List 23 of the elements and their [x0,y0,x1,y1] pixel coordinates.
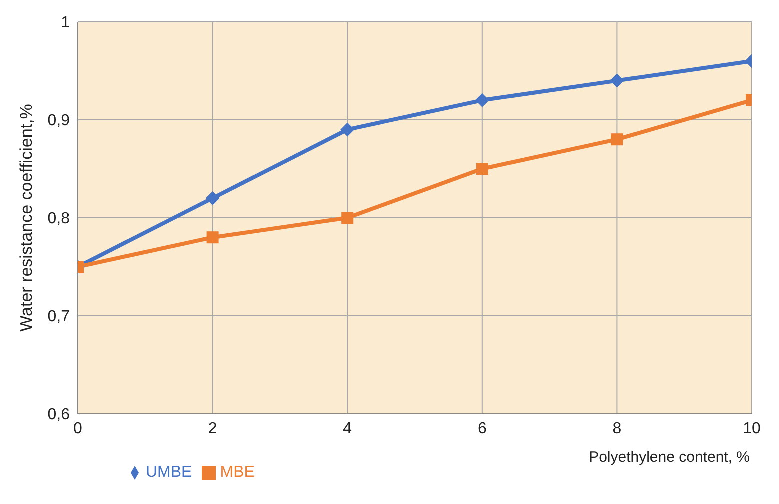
point [206,191,220,206]
x-tick-label: 2 [208,420,218,438]
point [610,74,624,88]
point [611,134,624,146]
x-tick-label: 4 [343,420,352,438]
point [476,163,488,175]
x-axis-title: Polyethylene content, % [589,449,750,466]
y-tick-label: 0,8 [48,210,70,228]
x-tick-label: 10 [743,420,761,438]
legend-label: UMBE [146,464,192,481]
y-tick-label: 0,7 [48,308,70,326]
legend-label: MBE [220,464,255,481]
point [475,93,490,108]
point [340,122,355,137]
x-tick-label: 0 [74,420,83,438]
y-tick-label: 0,9 [48,112,70,130]
x-tick-label: 6 [478,420,487,438]
point [206,232,219,244]
x-tick-label: 8 [612,420,622,438]
y-tick-label: 1 [61,14,70,32]
y-tick-label: 0,6 [48,406,70,424]
point [342,212,354,224]
y-axis-title: Water resistance coefficient,% [17,104,36,332]
